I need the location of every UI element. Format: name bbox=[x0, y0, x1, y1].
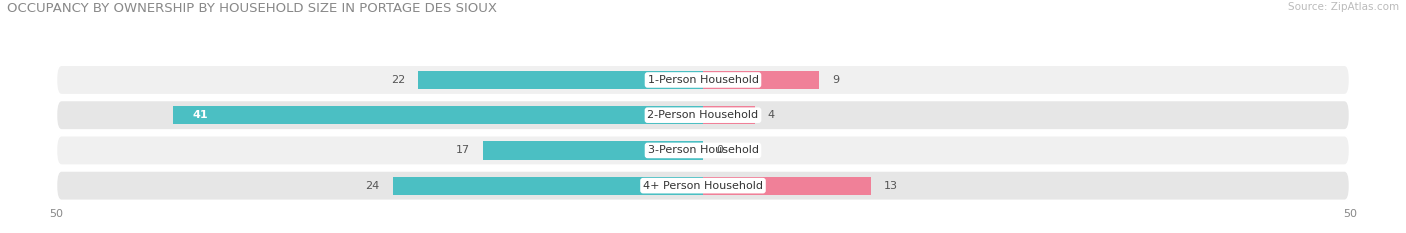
FancyBboxPatch shape bbox=[56, 65, 1350, 95]
FancyBboxPatch shape bbox=[56, 135, 1350, 165]
FancyBboxPatch shape bbox=[56, 171, 1350, 201]
Bar bbox=[484, 141, 703, 160]
Text: 24: 24 bbox=[366, 181, 380, 191]
Text: 2-Person Household: 2-Person Household bbox=[647, 110, 759, 120]
Bar bbox=[703, 106, 755, 124]
Text: 4: 4 bbox=[768, 110, 775, 120]
Text: 4+ Person Household: 4+ Person Household bbox=[643, 181, 763, 191]
Text: 41: 41 bbox=[193, 110, 208, 120]
Text: 9: 9 bbox=[832, 75, 839, 85]
Text: Source: ZipAtlas.com: Source: ZipAtlas.com bbox=[1288, 2, 1399, 12]
FancyBboxPatch shape bbox=[56, 100, 1350, 130]
Text: 17: 17 bbox=[456, 145, 470, 155]
Text: 0: 0 bbox=[716, 145, 723, 155]
Text: 3-Person Household: 3-Person Household bbox=[648, 145, 758, 155]
Text: OCCUPANCY BY OWNERSHIP BY HOUSEHOLD SIZE IN PORTAGE DES SIOUX: OCCUPANCY BY OWNERSHIP BY HOUSEHOLD SIZE… bbox=[7, 2, 498, 15]
Bar bbox=[173, 106, 703, 124]
Text: 1-Person Household: 1-Person Household bbox=[648, 75, 758, 85]
Bar bbox=[419, 71, 703, 89]
Bar bbox=[392, 177, 703, 195]
Bar bbox=[703, 71, 820, 89]
Bar bbox=[703, 177, 872, 195]
Text: 13: 13 bbox=[884, 181, 898, 191]
Text: 22: 22 bbox=[391, 75, 405, 85]
